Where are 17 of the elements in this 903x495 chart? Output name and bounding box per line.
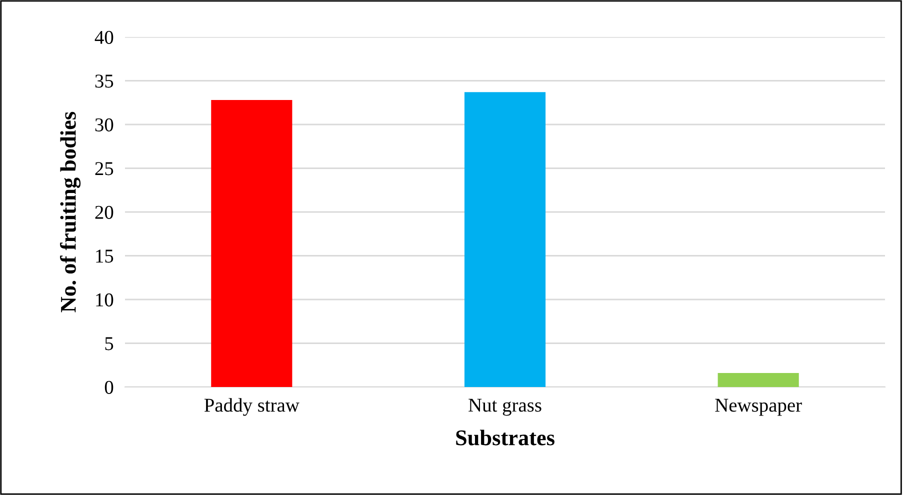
x-tick-label: Paddy straw (204, 398, 300, 416)
y-tick-label: 30 (95, 118, 114, 132)
y-tick-label: 40 (94, 30, 114, 44)
y-tick-label: 5 (105, 337, 114, 350)
y-tick-label: 35 (95, 74, 114, 88)
x-axis-title: Substrates (456, 430, 554, 446)
x-tick-label: Nut grass (468, 398, 542, 416)
y-tick-label: 10 (96, 293, 114, 306)
y-tick-label: 20 (95, 206, 114, 219)
y-tick-label: 0 (104, 380, 114, 394)
y-tick-label: 25 (95, 162, 114, 176)
bar (464, 92, 546, 387)
x-tick-label: Newspaper (715, 398, 802, 416)
bar (211, 100, 292, 387)
y-axis-title: No. of fruiting bodies (60, 112, 81, 312)
bar (718, 373, 799, 387)
y-tick-label: 15 (96, 250, 114, 263)
